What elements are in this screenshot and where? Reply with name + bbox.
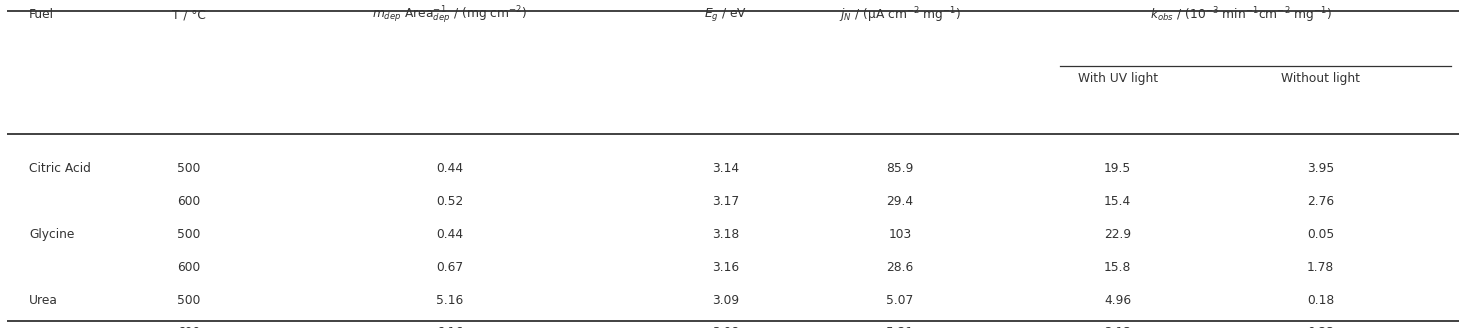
Text: 0.05: 0.05 (1308, 228, 1334, 241)
Text: 500: 500 (177, 228, 201, 241)
Text: 3.95: 3.95 (1308, 162, 1334, 175)
Text: 29.4: 29.4 (887, 195, 913, 208)
Text: 0.67: 0.67 (437, 261, 463, 274)
Text: $j_N$ / (μA cm$^{-2}$ mg$^{-1}$): $j_N$ / (μA cm$^{-2}$ mg$^{-1}$) (839, 5, 962, 25)
Text: 85.9: 85.9 (887, 162, 913, 175)
Text: 0.44: 0.44 (437, 228, 463, 241)
Text: 3.08: 3.08 (712, 326, 739, 328)
Text: 3.18: 3.18 (712, 228, 739, 241)
Text: 6.16: 6.16 (437, 326, 463, 328)
Text: $m_{dep}$ $\mathrm{Area}_{dep}^{-1}$ / (mg cm$^{-2}$): $m_{dep}$ $\mathrm{Area}_{dep}^{-1}$ / (… (372, 4, 528, 26)
Text: 3.14: 3.14 (712, 162, 739, 175)
Text: 15.4: 15.4 (1104, 195, 1132, 208)
Text: 0.18: 0.18 (1308, 294, 1334, 307)
Text: 5.16: 5.16 (437, 294, 463, 307)
Text: T / °C: T / °C (172, 8, 205, 21)
Text: 19.5: 19.5 (1104, 162, 1132, 175)
Text: 500: 500 (177, 294, 201, 307)
Text: 600: 600 (177, 326, 201, 328)
Text: 600: 600 (177, 195, 201, 208)
Text: 1.78: 1.78 (1308, 261, 1334, 274)
Text: 103: 103 (888, 228, 912, 241)
Text: 22.9: 22.9 (1104, 228, 1132, 241)
Text: 2.76: 2.76 (1308, 195, 1334, 208)
Text: 0.52: 0.52 (437, 195, 463, 208)
Text: 0.44: 0.44 (437, 162, 463, 175)
Text: With UV light: With UV light (1078, 72, 1158, 85)
Text: 15.8: 15.8 (1104, 261, 1132, 274)
Text: $k_{obs}$ / (10$^{-3}$ min$^{-1}$cm$^{-2}$ mg$^{-1}$): $k_{obs}$ / (10$^{-3}$ min$^{-1}$cm$^{-2… (1149, 5, 1333, 25)
Text: 500: 500 (177, 162, 201, 175)
Text: 3.16: 3.16 (712, 261, 739, 274)
Text: 5.21: 5.21 (887, 326, 913, 328)
Text: 3.17: 3.17 (712, 195, 739, 208)
Text: 3.09: 3.09 (712, 294, 739, 307)
Text: Without light: Without light (1281, 72, 1360, 85)
Text: Glycine: Glycine (29, 228, 75, 241)
Text: 4.96: 4.96 (1104, 294, 1132, 307)
Text: 600: 600 (177, 261, 201, 274)
Text: $E_g$ / eV: $E_g$ / eV (704, 6, 748, 23)
Text: 2.13: 2.13 (1104, 326, 1132, 328)
Text: 5.07: 5.07 (887, 294, 913, 307)
Text: Fuel: Fuel (29, 8, 54, 21)
Text: 28.6: 28.6 (887, 261, 913, 274)
Text: Citric Acid: Citric Acid (29, 162, 91, 175)
Text: Urea: Urea (29, 294, 59, 307)
Text: 0.23: 0.23 (1308, 326, 1334, 328)
